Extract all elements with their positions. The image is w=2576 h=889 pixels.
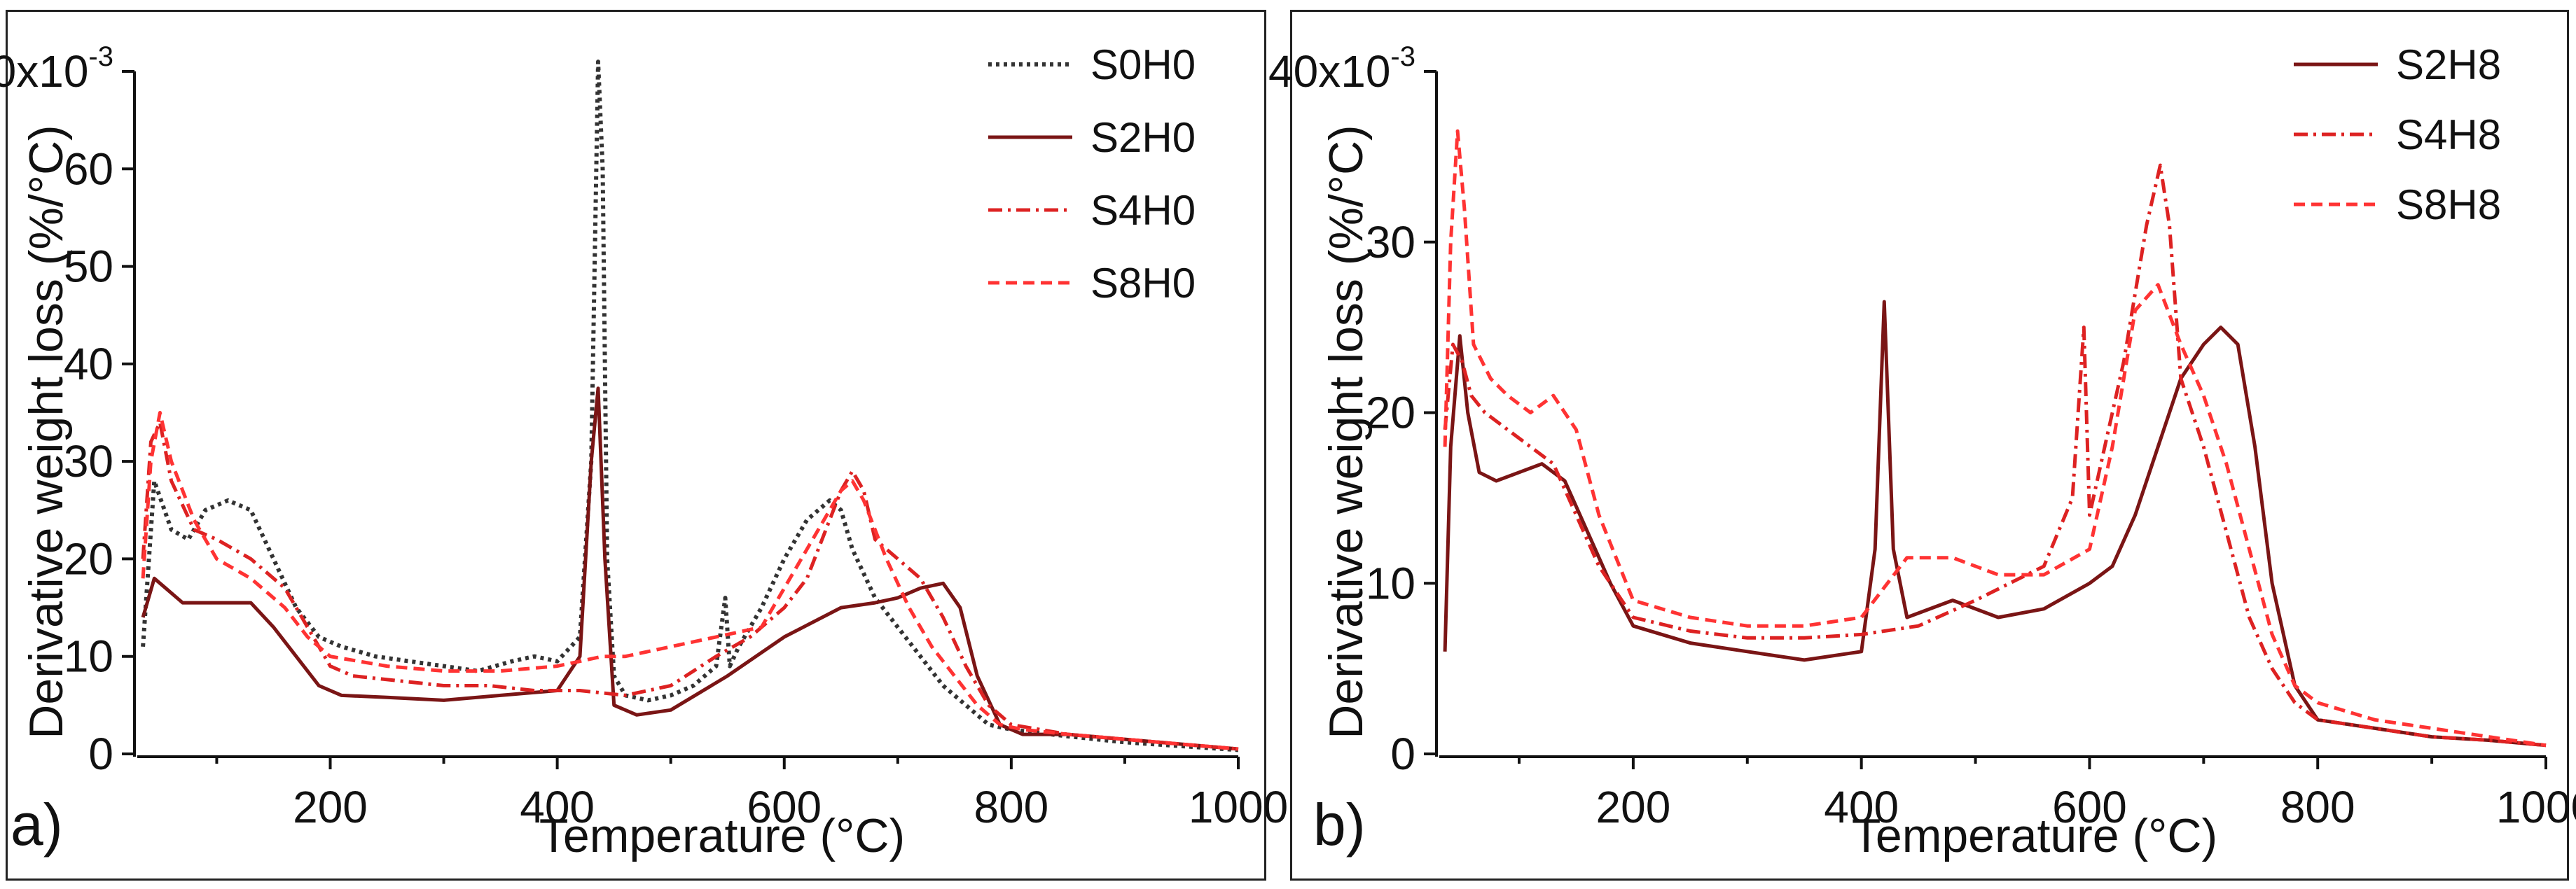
series-line-s2h8: [1443, 300, 2547, 748]
series-line-s4h0: [141, 420, 1239, 751]
y-tick-label-b: 30: [1366, 217, 1415, 267]
legend-label-s4h8: S4H8: [2396, 111, 2501, 158]
legend-label-s0h0: S0H0: [1090, 41, 1196, 88]
y-tick-label-a: 60: [64, 144, 113, 194]
x-tick-label-b: 200: [1596, 782, 1671, 832]
x-tick-label-b: 600: [2052, 782, 2127, 832]
panel-label-b: b): [1313, 792, 1366, 858]
panel-b: 200 400 600 800 1000 0 10 20 30 40x10-3 S2H8 S4H8 S8…: [1268, 10, 2576, 881]
y-tick-label-a: 20: [64, 533, 113, 584]
series-line-s2h0: [141, 386, 1239, 751]
x-tick-label-a: 1000: [1189, 782, 1288, 832]
legend-label-s2h8: S2H8: [2396, 41, 2501, 88]
y-axis-title-text-a: Derivative weight loss (%/°C): [20, 125, 73, 738]
x-tick-label-a: 600: [747, 782, 822, 832]
series-line-s8h0: [141, 411, 1239, 751]
y-top-tick-label-a: 70x10-3: [0, 41, 113, 97]
legend-label-s8h0: S8H0: [1090, 260, 1196, 307]
x-axis-title-b: Temperature (°C): [1852, 809, 2217, 862]
legend-label-s4h0: S4H0: [1090, 187, 1196, 234]
y-tick-label-a: 40: [64, 339, 113, 389]
plot-area-a: 200 400 600 800 1000 0 10 20 30 40 50 60 70x10-3 S0H0…: [0, 41, 1288, 832]
y-tick-label-a: 10: [64, 631, 113, 682]
legend-label-s8h8: S8H8: [2396, 181, 2501, 228]
plot-area-b: 200 400 600 800 1000 0 10 20 30 40x10-3 S2H8 S4H8 S8…: [1268, 41, 2576, 832]
y-top-tick-label-b: 40x10-3: [1268, 41, 1415, 97]
y-axis-title-a: Derivative weight loss (%/°C): [20, 125, 73, 738]
y-tick-label-b: 0: [1390, 729, 1415, 779]
y-axis-title-b: Derivative weight loss (%/°C): [1320, 125, 1373, 738]
x-tick-label-b: 1000: [2496, 782, 2576, 832]
series-line-s0h0: [141, 59, 1239, 752]
y-tick-label-a: 30: [64, 436, 113, 486]
y-tick-label-a: 50: [64, 241, 113, 292]
y-tick-label-a: 0: [88, 729, 113, 779]
x-tick-label-a: 400: [520, 782, 595, 832]
x-tick-label-a: 800: [974, 782, 1048, 832]
legend-label-s2h0: S2H0: [1090, 114, 1196, 161]
chart-a-svg: 200 400 600 800 1000 0 10 20 30 40 50 60 70x10-3 S0H0…: [0, 41, 1288, 862]
x-tick-label-b: 400: [1824, 782, 1899, 832]
series-line-s4h8: [1443, 163, 2547, 748]
panel-a: 200 400 600 800 1000 0 10 20 30 40 50 60 70x10-3 S0H0…: [0, 10, 1288, 881]
x-tick-label-a: 200: [293, 782, 368, 832]
x-tick-label-b: 800: [2280, 782, 2355, 832]
chart-b-svg: 200 400 600 800 1000 0 10 20 30 40x10-3 S2H8 S4H8 S8…: [1268, 41, 2576, 862]
y-tick-label-b: 20: [1366, 388, 1415, 438]
series-line-s8h8: [1443, 129, 2547, 748]
panel-label-a: a): [11, 792, 63, 858]
x-axis-title-a: Temperature (°C): [539, 809, 905, 862]
y-tick-label-b: 10: [1366, 558, 1415, 608]
